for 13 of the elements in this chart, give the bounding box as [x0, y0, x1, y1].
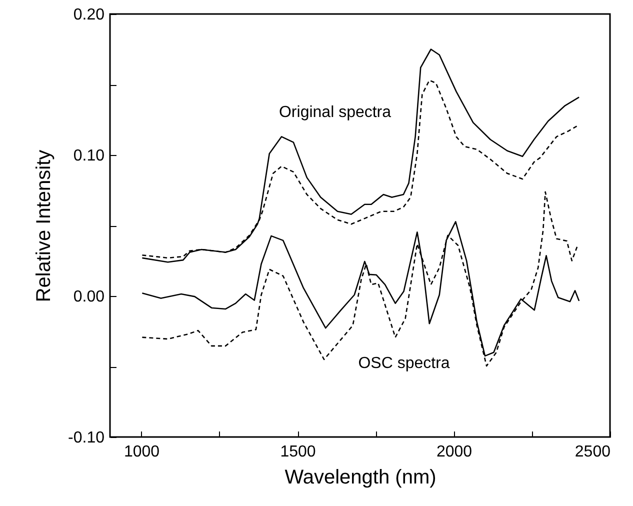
- x-tick-label: 2500: [574, 444, 611, 460]
- y-tick-label: -0.10: [68, 430, 105, 446]
- x-tick-label: 2000: [436, 444, 472, 460]
- y-axis-title: Relative Intensity: [33, 150, 56, 302]
- y-tick-label: 0.20: [73, 6, 105, 24]
- annotation: Original spectra: [278, 104, 392, 121]
- y-tick-label: 0.10: [73, 148, 105, 164]
- y-tick-label: 0.00: [73, 288, 105, 306]
- line-series: [142, 48, 580, 263]
- x-tick-label: 1000: [124, 444, 160, 460]
- x-axis-title: Wavelength (nm): [284, 466, 436, 488]
- annotation: OSC spectra: [358, 355, 450, 372]
- x-tick-label: 1500: [280, 444, 316, 460]
